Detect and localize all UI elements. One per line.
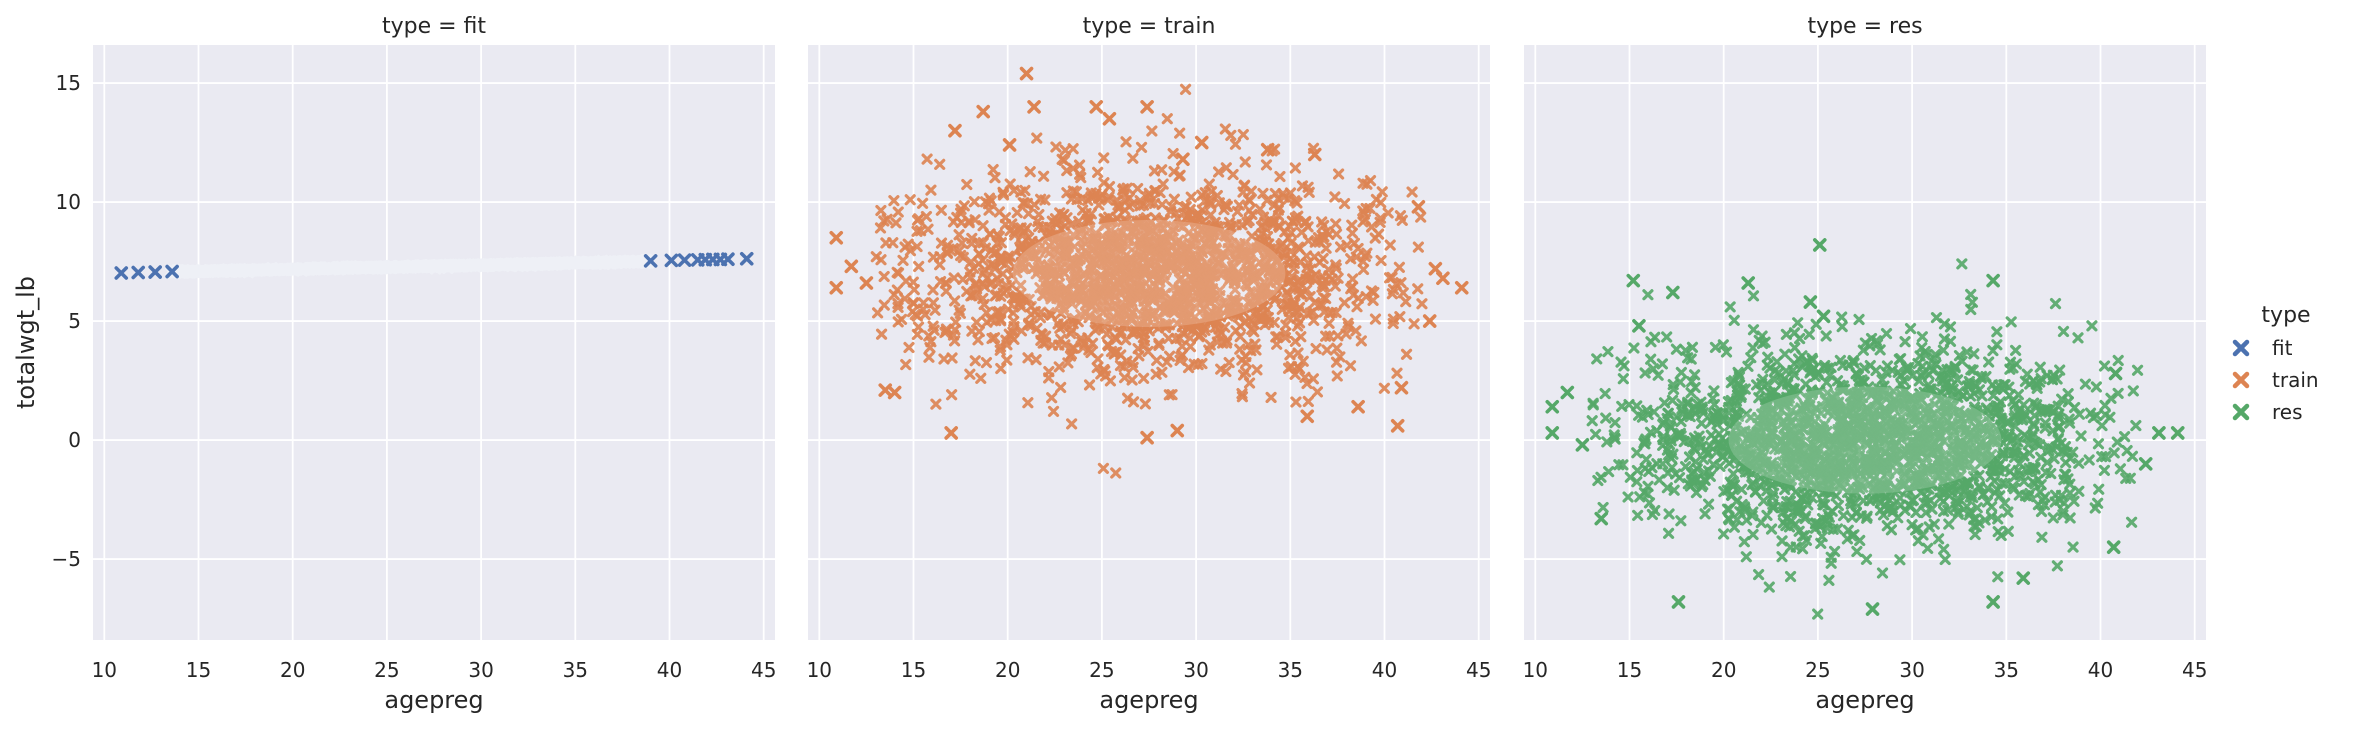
x-tick-label: 20 [280, 658, 305, 682]
x-tick-label: 30 [1899, 658, 1924, 682]
x-tick-label: 15 [1617, 658, 1642, 682]
x-tick-label: 15 [901, 658, 926, 682]
x-tick-label: 45 [2182, 658, 2207, 682]
x-axis-label: agepreg [384, 686, 483, 714]
x-tick-label: 10 [1523, 658, 1548, 682]
x-tick-label: 45 [751, 658, 776, 682]
x-tick-label: 40 [1372, 658, 1397, 682]
x-tick-label: 20 [1711, 658, 1736, 682]
facet-panel-2: type = train 10 15 20 25 30 35 40 45 agepreg [807, 14, 1492, 714]
facet-panel-1: type = fit 10 15 20 25 30 35 40 45 agepreg [92, 14, 777, 714]
x-tick-label: 30 [1183, 658, 1208, 682]
x-axis-label: agepreg [1099, 686, 1198, 714]
panel-title: type = res [1807, 14, 1922, 39]
x-tick-label: 10 [92, 658, 117, 682]
x-tick-label: 35 [1994, 658, 2019, 682]
x-tick-label: 15 [186, 658, 211, 682]
x-tick-label: 25 [374, 658, 399, 682]
plot-background [93, 45, 775, 640]
x-tick-label: 40 [2088, 658, 2113, 682]
x-tick-label: 35 [1278, 658, 1303, 682]
dense-core-highlight [1013, 220, 1286, 327]
x-axis-label: agepreg [1815, 686, 1914, 714]
panel-title: type = train [1083, 14, 1216, 39]
x-tick-label: 25 [1089, 658, 1114, 682]
x-tick-label: 20 [995, 658, 1020, 682]
x-tick-label: 30 [468, 658, 493, 682]
x-tick-label: 35 [563, 658, 588, 682]
x-tick-label: 10 [807, 658, 832, 682]
x-tick-label: 25 [1805, 658, 1830, 682]
facet-panel-3: type = res 10 15 20 25 30 35 40 45 agepreg [1523, 14, 2208, 714]
x-tick-label: 45 [1466, 658, 1491, 682]
panel-title: type = fit [382, 14, 486, 39]
x-tick-label: 40 [657, 658, 682, 682]
